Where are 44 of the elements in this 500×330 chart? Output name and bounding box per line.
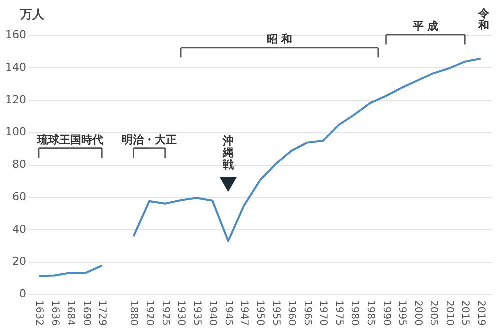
x-tick-label: 1995 — [396, 300, 408, 326]
x-tick-label: 1729 — [96, 300, 108, 326]
x-tick-label: 1925 — [160, 300, 171, 326]
x-tick-label: 1920 — [144, 300, 156, 326]
x-tick-label: 1970 — [318, 300, 329, 326]
x-tick-label: 1880 — [128, 300, 140, 326]
y-axis-title: 万人 — [20, 8, 46, 22]
x-tick-label: 1975 — [333, 300, 344, 326]
x-tick-label: 1965 — [302, 300, 313, 326]
x-tick-label: 1945 — [222, 300, 234, 326]
y-tick-label: 20 — [12, 255, 26, 268]
x-tick-label: 1947 — [238, 300, 250, 326]
x-tick-label: 2010 — [444, 300, 455, 326]
x-tick-label: 1632 — [34, 300, 45, 326]
annotation: 沖縄戦 — [222, 134, 234, 172]
x-tick-label: 1930 — [176, 300, 187, 326]
x-tick-label: 1980 — [349, 300, 360, 326]
x-tick-label: 2019 — [475, 300, 486, 326]
x-tick-label: 1990 — [380, 300, 392, 326]
y-tick-label: 160 — [6, 28, 26, 42]
annotation: 昭 和 — [266, 32, 293, 46]
x-tick-label: 1960 — [286, 300, 298, 326]
y-tick-label: 100 — [6, 126, 26, 139]
x-tick-label: 1935 — [191, 300, 202, 326]
y-tick-label: 80 — [12, 158, 26, 171]
x-tick-label: 1955 — [270, 300, 282, 326]
x-tick-label: 2015 — [460, 300, 471, 326]
annotation: 琉球王国時代 — [36, 133, 104, 146]
x-tick-label: 1684 — [65, 300, 76, 326]
x-tick-label: 2005 — [428, 300, 440, 326]
x-tick-label: 2000 — [412, 300, 424, 326]
x-tick-label: 1985 — [364, 300, 376, 326]
x-tick-label: 1690 — [80, 300, 92, 326]
y-tick-label: 120 — [6, 93, 26, 106]
x-tick-label: 1636 — [49, 300, 60, 326]
annotation: 明治・大正 — [122, 133, 178, 146]
x-tick-label: 1940 — [207, 300, 218, 326]
y-tick-label: 140 — [6, 60, 26, 74]
y-tick-label: 40 — [12, 222, 26, 236]
x-tick-label: 1950 — [254, 300, 266, 326]
text: 平 成 — [412, 20, 439, 33]
y-tick-label: 60 — [12, 190, 26, 204]
text: 令和 — [477, 7, 490, 32]
y-tick-label: 0 — [20, 288, 26, 300]
